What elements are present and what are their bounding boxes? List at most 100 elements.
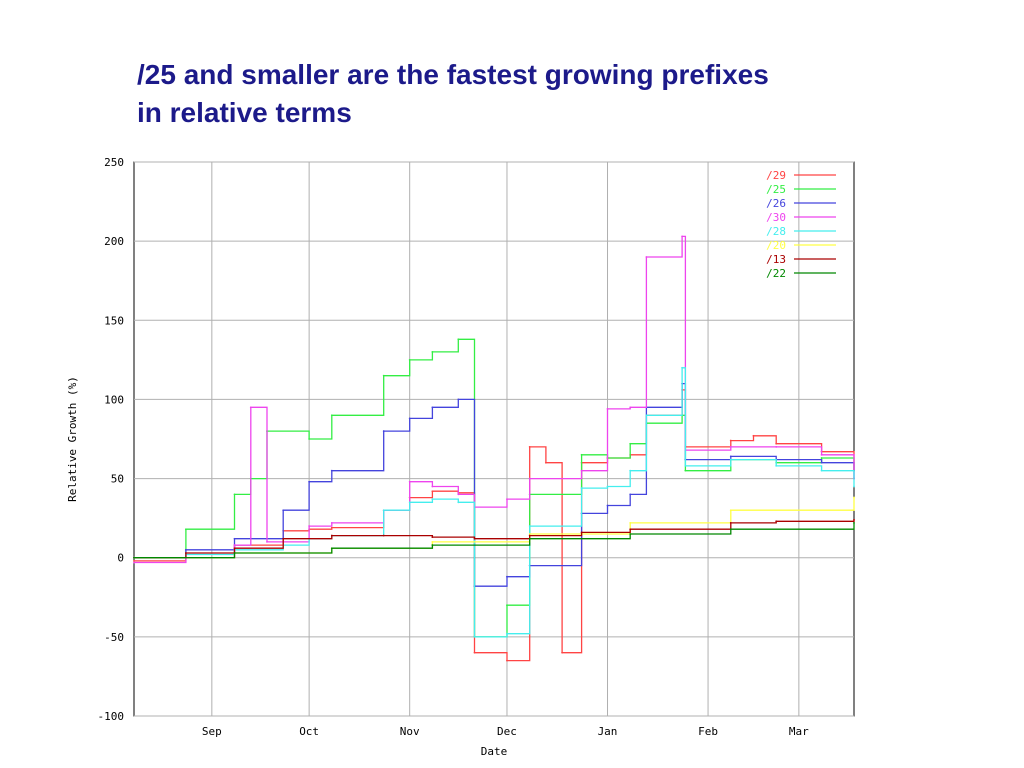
data-point [382,374,385,377]
data-point [684,465,687,467]
data-point [544,461,547,464]
y-tick-label: 200 [104,235,124,248]
data-point [528,533,531,535]
data-point [645,414,648,417]
data-point [580,487,583,489]
data-point [330,414,333,417]
data-point [629,493,632,496]
data-point [528,446,531,448]
data-point [506,659,508,662]
x-axis-ticks: Sep Oct Nov Dec Jan Feb Mar [202,725,809,738]
data-point [729,528,732,531]
data-point [629,406,632,409]
data-point [408,417,411,420]
data-point [431,351,434,353]
data-point [249,406,252,409]
legend-label: /25 [766,183,786,196]
data-point [233,544,236,546]
data-point [580,469,583,472]
data-point [506,498,508,501]
y-axis-label: Relative Growth (%) [66,376,79,502]
data-point [233,552,236,554]
data-point [431,406,434,409]
legend-label: /29 [766,169,786,182]
x-tick-label: Jan [598,725,618,738]
data-point [528,534,531,537]
slide-title: /25 and smaller are the fastest growing … [137,56,957,132]
legend-label: /30 [766,211,786,224]
data-point [729,439,732,442]
y-axis-ticks: -100 -50 0 50 100 150 200 250 [98,156,125,723]
data-point [330,521,333,524]
data-point [729,521,732,524]
legend-label: /26 [766,197,786,210]
data-point [506,632,508,635]
data-point [431,540,434,543]
slide-title-line-1: /25 and smaller are the fastest growing … [137,59,769,90]
chart-series [133,235,855,662]
y-tick-label: 100 [104,393,124,406]
data-point [457,398,460,401]
plot-area [133,161,855,717]
data-point [233,493,236,496]
data-point [133,556,135,559]
data-point [629,469,632,472]
data-point [645,256,648,258]
data-point [775,446,778,448]
data-point [528,537,531,540]
data-point [729,446,732,448]
x-tick-label: Sep [202,725,222,738]
chart-legend: /29/25/26/30/28/20/13/22 [766,169,836,280]
data-point [528,525,531,527]
data-point [457,493,460,496]
x-tick-label: Oct [299,725,319,738]
data-point [408,358,411,361]
data-point [820,457,823,459]
data-point [133,561,135,564]
data-point [308,480,311,483]
legend-label: /22 [766,267,786,280]
data-point [561,651,564,654]
data-point [580,453,583,456]
data-point [752,434,755,437]
data-point [330,469,333,472]
data-point [775,465,778,467]
data-point [408,501,411,504]
data-point [729,458,732,461]
x-tick-label: Nov [400,725,420,738]
data-point [506,575,508,578]
data-point [382,534,385,537]
data-point [233,537,236,540]
x-axis-label: Date [481,745,508,758]
data-point [282,537,285,540]
data-point [775,520,778,523]
data-point [853,485,855,488]
legend-label: /28 [766,225,786,238]
series-line-7 [134,522,855,559]
y-tick-label: 150 [104,314,124,327]
data-point [330,534,333,537]
data-point [133,559,135,562]
data-point [580,531,583,534]
series-line-0 [134,389,855,662]
data-point [473,651,476,654]
data-point [606,485,609,488]
y-tick-label: -100 [98,710,125,723]
data-point [820,469,823,472]
data-point [629,533,632,535]
chart-grid [134,161,854,717]
data-point [457,338,460,341]
series-line-3 [134,235,855,564]
data-point [775,442,778,445]
slide-title-line-2: in relative terms [137,97,352,128]
data-point [408,480,411,483]
data-point [382,430,385,432]
data-point [629,528,632,531]
data-point [308,438,311,440]
data-point [729,509,732,512]
data-point [729,455,732,458]
data-point [431,485,434,488]
data-point [431,498,434,501]
y-tick-label: 250 [104,156,124,169]
data-point [853,521,855,524]
